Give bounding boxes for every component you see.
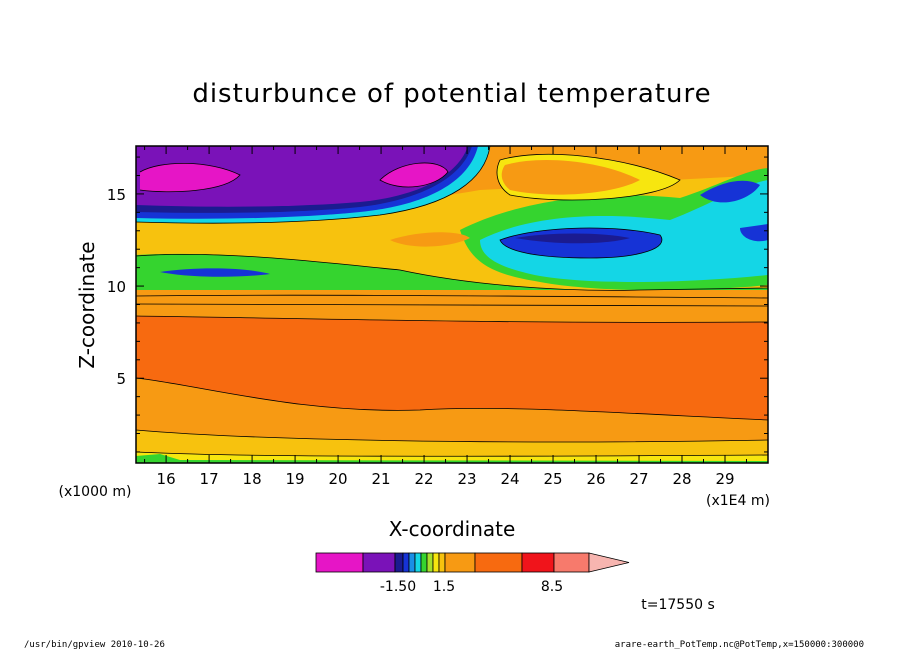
x-tick-label: 26 xyxy=(586,470,605,488)
footer-left: /usr/bin/gpview 2010-10-26 xyxy=(24,640,165,650)
field-orange-core xyxy=(501,160,640,195)
y-tick-label: 5 xyxy=(116,370,126,388)
x-unit-note: (x1E4 m) xyxy=(706,493,770,509)
field-magenta-left xyxy=(140,163,240,192)
field-green-base xyxy=(136,454,768,463)
y-tick-label: 15 xyxy=(107,186,126,204)
x-tick-label: 28 xyxy=(672,470,691,488)
x-tick-label: 17 xyxy=(200,470,219,488)
x-tick-label: 23 xyxy=(458,470,477,488)
colorbar-label: -1.50 xyxy=(380,579,416,595)
colorbar-label: 1.5 xyxy=(433,579,455,595)
colorbar-swatch xyxy=(444,552,476,573)
colorbar-arrow xyxy=(588,552,630,573)
colorbar-labels: -1.50 1.5 8.5 xyxy=(380,579,563,595)
x-tick-label: 19 xyxy=(286,470,305,488)
chart-title: disturbunce of potential temperature xyxy=(192,79,711,109)
colorbar-swatch xyxy=(402,552,410,573)
colorbar-swatch xyxy=(474,552,523,573)
time-label: t=17550 s xyxy=(641,597,715,613)
colorbar xyxy=(315,552,630,573)
field-purple-top xyxy=(136,146,468,207)
y-tick-label: 10 xyxy=(107,278,126,296)
y-axis: 5 10 15 xyxy=(107,156,768,453)
colorbar-swatch xyxy=(362,552,396,573)
colorbar-swatch xyxy=(394,552,404,573)
colorbar-swatch xyxy=(315,552,364,573)
x-axis-label: X-coordinate xyxy=(389,517,516,541)
x-tick-label: 18 xyxy=(243,470,262,488)
field-deep-orange xyxy=(136,316,768,420)
x-tick-label: 29 xyxy=(715,470,734,488)
field-green-mid xyxy=(136,253,768,300)
contour-field xyxy=(136,146,768,463)
y-unit-note: (x1000 m) xyxy=(59,484,132,500)
colorbar-swatch xyxy=(426,552,434,573)
colorbar-label: 8.5 xyxy=(541,579,563,595)
x-axis: 16 17 18 19 20 21 22 23 24 25 26 27 28 29 xyxy=(144,146,748,488)
field-orange-small xyxy=(390,232,470,247)
colorbar-swatch xyxy=(408,552,416,573)
x-tick-label: 21 xyxy=(372,470,391,488)
field-blue-right xyxy=(700,180,760,203)
x-tick-label: 24 xyxy=(500,470,519,488)
field-blue-small xyxy=(160,268,270,277)
y-axis-label: Z-coordinate xyxy=(75,241,99,368)
x-tick-label: 16 xyxy=(157,470,176,488)
colorbar-swatch xyxy=(553,552,590,573)
x-tick-label: 22 xyxy=(415,470,434,488)
x-tick-label: 20 xyxy=(329,470,348,488)
x-tick-label: 27 xyxy=(629,470,648,488)
field-magenta-center xyxy=(380,162,448,187)
colorbar-swatch xyxy=(432,552,440,573)
x-tick-label: 25 xyxy=(543,470,562,488)
footer-right: arare-earth_PotTemp.nc@PotTemp,x=150000:… xyxy=(614,640,864,650)
colorbar-swatch xyxy=(521,552,555,573)
field-blue-edge xyxy=(740,224,768,242)
field-navy-core xyxy=(515,233,630,244)
colorbar-swatch xyxy=(438,552,446,573)
colorbar-swatch xyxy=(420,552,428,573)
colorbar-swatch xyxy=(414,552,422,573)
